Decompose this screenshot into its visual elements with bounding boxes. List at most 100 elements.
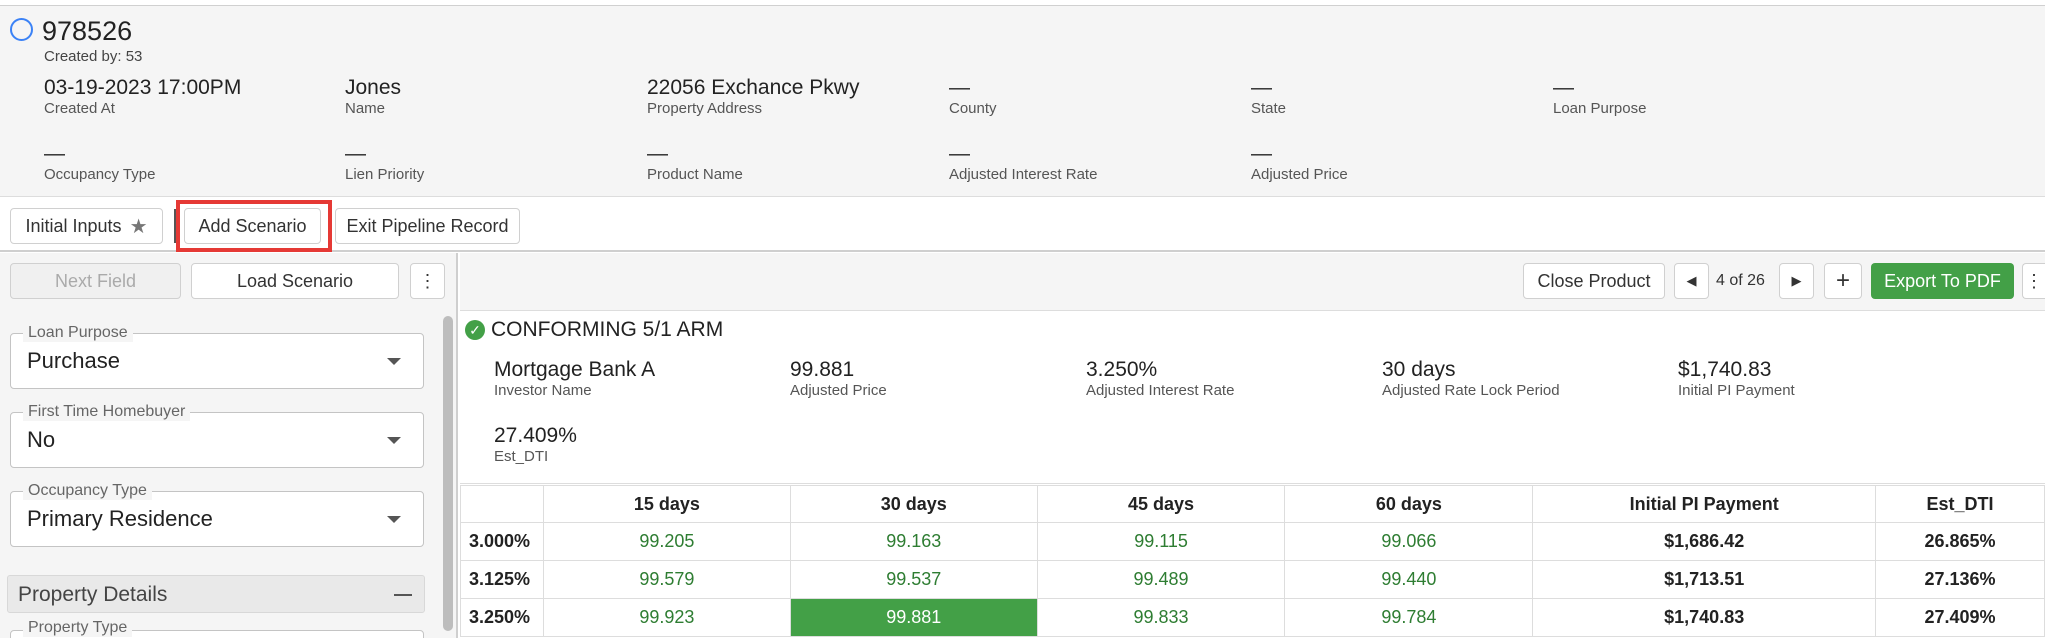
right-more-menu-icon[interactable]: ⋮ xyxy=(2022,263,2045,299)
column-header: 60 days xyxy=(1284,485,1534,523)
field-created-at: 03-19-2023 17:00PM Created At xyxy=(44,76,241,118)
field-label: Created At xyxy=(44,100,115,117)
product-initial-pi-payment: $1,740.83 Initial PI Payment xyxy=(1678,358,1795,400)
table-row: 3.000% 99.205 99.163 99.115 99.066 $1,68… xyxy=(460,522,2045,561)
field-label: Adjusted Price xyxy=(790,382,887,399)
occupancy-type-select[interactable]: Occupancy Type Primary Residence xyxy=(10,482,424,547)
field-occupancy-type: — Occupancy Type xyxy=(44,142,155,184)
price-cell[interactable]: 99.923 xyxy=(542,598,791,637)
field-value: — xyxy=(949,76,970,99)
action-divider xyxy=(174,209,176,243)
price-cell[interactable]: 99.784 xyxy=(1284,598,1534,637)
occupancy-type-label: Occupancy Type xyxy=(23,482,152,500)
first-time-homebuyer-select[interactable]: First Time Homebuyer No xyxy=(10,403,424,468)
field-product-name: — Product Name xyxy=(647,142,743,184)
field-label: Adjusted Interest Rate xyxy=(949,166,1098,183)
pi-payment-cell: $1,686.42 xyxy=(1532,522,1877,561)
occupancy-type-value: Primary Residence xyxy=(27,506,213,531)
field-label: Adjusted Interest Rate xyxy=(1086,382,1235,399)
price-cell[interactable]: 99.115 xyxy=(1036,522,1286,561)
field-label: Name xyxy=(345,100,386,117)
table-row: 3.250% 99.923 99.881 99.833 99.784 $1,74… xyxy=(460,598,2045,637)
pi-payment-cell: $1,713.51 xyxy=(1532,560,1877,599)
field-value: 03-19-2023 17:00PM xyxy=(44,76,242,99)
property-details-section[interactable]: Property Details xyxy=(7,575,425,613)
field-adjusted-price: — Adjusted Price xyxy=(1251,142,1348,184)
field-value: 27.409% xyxy=(494,424,577,447)
column-header: 15 days xyxy=(542,485,791,523)
selected-price-cell[interactable]: 99.881 xyxy=(789,598,1038,637)
chevron-down-icon[interactable] xyxy=(387,437,401,444)
field-value: 30 days xyxy=(1382,358,1456,381)
pager-text: 4 of 26 xyxy=(1716,272,1765,289)
column-header: 45 days xyxy=(1036,485,1286,523)
chevron-down-icon[interactable] xyxy=(387,358,401,365)
product-adjusted-price: 99.881 Adjusted Price xyxy=(790,358,887,400)
field-loan-purpose: — Loan Purpose xyxy=(1553,76,1646,118)
field-lien-priority: — Lien Priority xyxy=(345,142,424,184)
rate-cell: 3.000% xyxy=(460,522,544,561)
pi-payment-cell: $1,740.83 xyxy=(1532,598,1877,637)
field-value: 22056 Exchance Pkwy xyxy=(647,76,860,99)
close-product-button[interactable]: Close Product xyxy=(1523,263,1665,299)
field-label: State xyxy=(1251,100,1287,117)
price-cell[interactable]: 99.833 xyxy=(1036,598,1286,637)
price-cell[interactable]: 99.579 xyxy=(542,560,791,599)
field-value: — xyxy=(345,142,366,165)
chevron-down-icon[interactable] xyxy=(387,516,401,523)
price-cell[interactable]: 99.205 xyxy=(542,522,791,561)
property-type-select[interactable]: Property Type xyxy=(10,619,424,638)
load-scenario-button[interactable]: Load Scenario xyxy=(191,263,399,299)
record-status-icon[interactable] xyxy=(10,18,33,41)
next-field-button[interactable]: Next Field xyxy=(10,263,181,299)
field-label: Loan Purpose xyxy=(1553,100,1647,117)
add-scenario-button[interactable]: Add Scenario xyxy=(184,208,321,244)
field-label: Lien Priority xyxy=(345,166,425,183)
price-cell[interactable]: 99.537 xyxy=(789,560,1038,599)
column-header: 30 days xyxy=(789,485,1038,523)
collapse-icon[interactable] xyxy=(394,594,412,596)
left-panel-scrollbar[interactable] xyxy=(443,316,453,631)
field-value: — xyxy=(949,142,970,165)
loan-purpose-select[interactable]: Loan Purpose Purchase xyxy=(10,324,424,389)
product-title: CONFORMING 5/1 ARM xyxy=(491,318,724,341)
add-icon[interactable]: + xyxy=(1824,263,1862,299)
exit-pipeline-record-button[interactable]: Exit Pipeline Record xyxy=(335,208,520,244)
check-circle-icon: ✓ xyxy=(465,320,485,340)
price-cell[interactable]: 99.163 xyxy=(789,522,1038,561)
field-value: — xyxy=(1553,76,1574,99)
dti-cell: 26.865% xyxy=(1875,522,2045,561)
field-label: Initial PI Payment xyxy=(1678,382,1795,399)
initial-inputs-button[interactable]: Initial Inputs ★ xyxy=(10,208,163,244)
field-label: Adjusted Price xyxy=(1251,166,1348,183)
field-label: Adjusted Rate Lock Period xyxy=(1382,382,1560,399)
field-value: — xyxy=(647,142,668,165)
dti-cell: 27.136% xyxy=(1875,560,2045,599)
field-name: Jones Name xyxy=(345,76,401,118)
product-card xyxy=(460,312,2045,484)
field-value: 99.881 xyxy=(790,358,855,381)
rate-cell: 3.125% xyxy=(460,560,544,599)
field-state: — State xyxy=(1251,76,1286,118)
price-cell[interactable]: 99.440 xyxy=(1284,560,1534,599)
left-more-menu-icon[interactable]: ⋮ xyxy=(410,263,445,299)
field-value: Mortgage Bank A xyxy=(494,358,656,381)
previous-icon[interactable]: ◀ xyxy=(1674,263,1709,299)
price-cell[interactable]: 99.489 xyxy=(1036,560,1286,599)
column-header: Est_DTI xyxy=(1875,485,2045,523)
loan-purpose-value: Purchase xyxy=(27,348,120,373)
next-icon[interactable]: ▶ xyxy=(1779,263,1814,299)
field-label: Investor Name xyxy=(494,382,592,399)
price-cell[interactable]: 99.066 xyxy=(1284,522,1534,561)
record-id: 978526 xyxy=(42,16,133,46)
star-icon[interactable]: ★ xyxy=(129,215,148,238)
field-label: Product Name xyxy=(647,166,743,183)
export-to-pdf-button[interactable]: Export To PDF xyxy=(1871,263,2014,299)
property-type-label: Property Type xyxy=(23,619,133,637)
column-header xyxy=(460,485,544,523)
field-adjusted-interest-rate: — Adjusted Interest Rate xyxy=(949,142,1097,184)
field-value: $1,740.83 xyxy=(1678,358,1772,381)
initial-inputs-label: Initial Inputs xyxy=(25,215,122,236)
field-county: — County xyxy=(949,76,997,118)
loan-purpose-label: Loan Purpose xyxy=(23,324,133,342)
